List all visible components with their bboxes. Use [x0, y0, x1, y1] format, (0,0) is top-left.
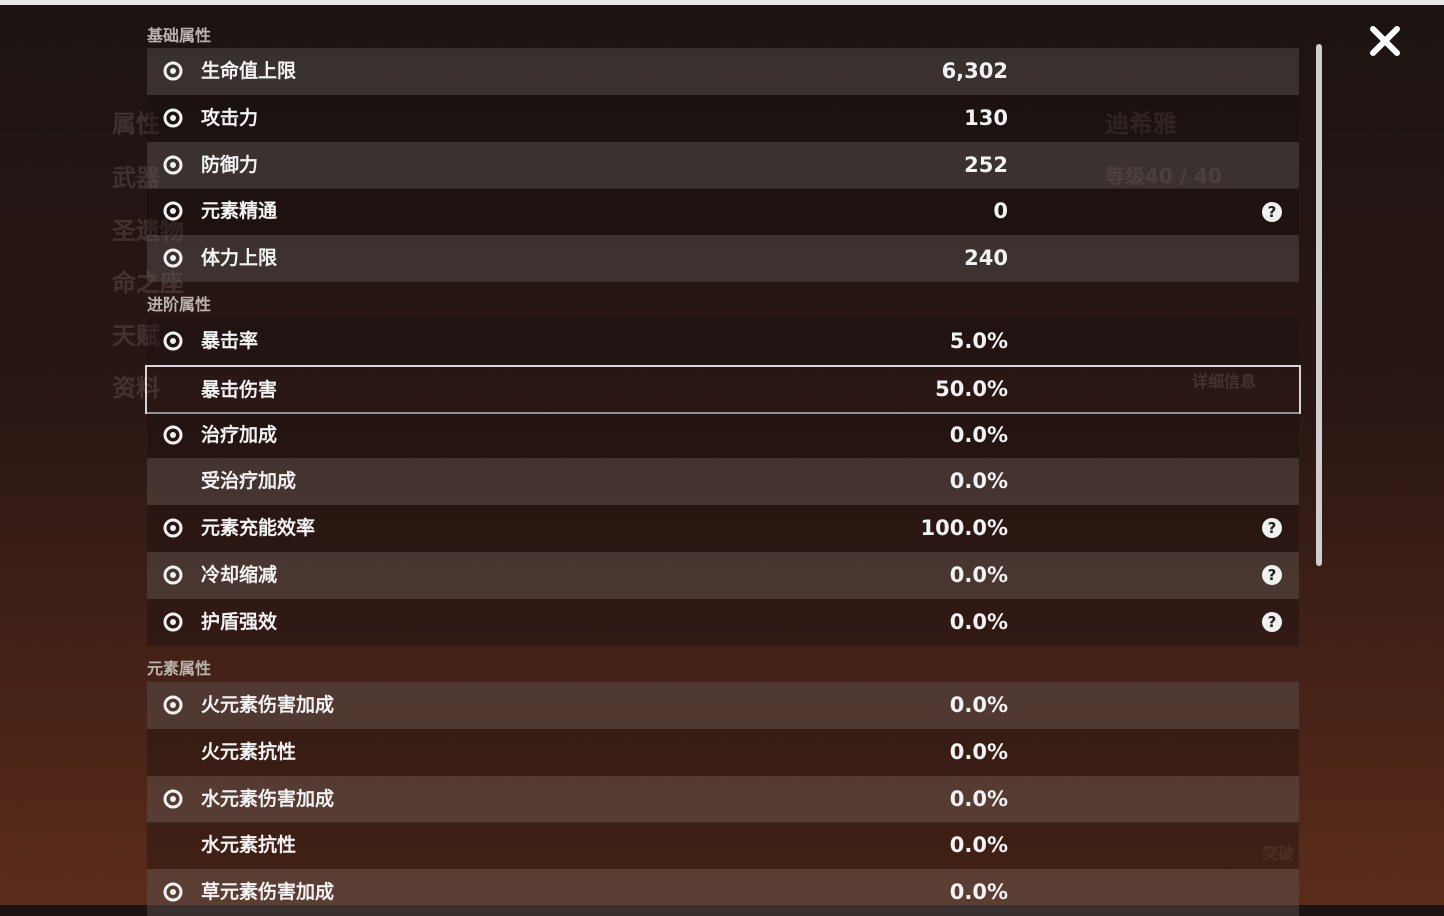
stat-row[interactable]: 火元素抗性 0.0%: [147, 728, 1299, 776]
stat-value: 0: [993, 199, 1008, 224]
stat-row[interactable]: 生命值上限 6,302: [147, 48, 1299, 95]
stat-value: 240: [964, 246, 1008, 271]
close-button[interactable]: [1368, 24, 1402, 58]
section-title: 进阶属性: [147, 295, 212, 314]
stat-icon: [163, 789, 183, 809]
stat-value: 0.0%: [949, 693, 1008, 717]
stat-row[interactable]: 水元素抗性 0.0%: [147, 822, 1299, 870]
menu-item: 命之座: [112, 269, 184, 297]
top-bar: [0, 0, 1444, 5]
stat-label: 草元素伤害加成: [201, 881, 335, 904]
stat-row[interactable]: 护盾强效 0.0%: [147, 598, 1299, 646]
stat-label: 暴击率: [201, 330, 259, 352]
help-icon[interactable]: ?: [1262, 518, 1282, 538]
section-title: 元素属性: [147, 659, 212, 678]
stat-value: 130: [964, 105, 1008, 130]
scrollbar[interactable]: [1316, 44, 1322, 566]
stat-row[interactable]: 攻击力 130: [147, 94, 1299, 142]
stat-icon: [163, 155, 183, 175]
stat-row[interactable]: 冷却缩减 0.0%: [147, 552, 1299, 599]
stat-row[interactable]: 草元素伤害加成 0.0%: [147, 869, 1299, 916]
stat-label: 攻击力: [201, 106, 259, 129]
stat-row[interactable]: 元素精通 0: [147, 188, 1299, 236]
stat-label: 火元素伤害加成: [201, 694, 335, 716]
stat-row[interactable]: 火元素伤害加成 0.0%: [147, 682, 1299, 729]
stat-value: 0.0%: [949, 880, 1008, 905]
stat-value: 0.0%: [949, 563, 1008, 587]
stat-row[interactable]: 防御力 252: [147, 141, 1299, 189]
stat-value: 0.0%: [949, 422, 1008, 447]
stat-row[interactable]: 暴击率 5.0%: [147, 318, 1299, 365]
character-name: 迪希雅: [1105, 110, 1177, 138]
stat-row[interactable]: 暴击伤害 50.0%: [145, 364, 1301, 414]
stat-label: 火元素抗性: [201, 740, 297, 763]
stat-icon: [163, 518, 183, 538]
stat-row[interactable]: 水元素伤害加成 0.0%: [147, 775, 1299, 823]
stat-label: 水元素抗性: [201, 834, 297, 857]
stat-icon: [163, 612, 183, 632]
stat-icon: [163, 201, 183, 221]
menu-item: 属性: [112, 110, 160, 138]
stat-row[interactable]: 体力上限 240: [147, 235, 1299, 283]
stat-row[interactable]: 受治疗加成 0.0%: [147, 458, 1299, 506]
stat-label: 元素精通: [201, 200, 278, 223]
stat-icon: [163, 331, 183, 351]
stat-row[interactable]: 元素充能效率 100.0%: [147, 505, 1299, 553]
details-button: 详细信息: [1192, 372, 1257, 391]
stat-row[interactable]: 治疗加成 0.0%: [147, 411, 1299, 459]
stat-value: 0.0%: [949, 833, 1008, 858]
stat-label: 暴击伤害: [201, 378, 278, 401]
stat-label: 水元素伤害加成: [201, 787, 335, 810]
stat-icon: [163, 565, 183, 585]
stat-value: 0.0%: [949, 786, 1008, 811]
stat-value: 6,302: [941, 59, 1008, 83]
ascend-button: 突破: [1262, 844, 1295, 863]
help-icon[interactable]: ?: [1262, 612, 1282, 632]
stat-icon: [163, 695, 183, 715]
stat-value: 0.0%: [949, 609, 1008, 634]
menu-item: 资料: [112, 374, 160, 402]
stat-icon: [163, 425, 183, 445]
stat-value: 100.0%: [920, 516, 1008, 541]
menu-item: 天赋: [112, 322, 160, 350]
stat-icon: [163, 882, 183, 902]
help-icon[interactable]: ?: [1262, 202, 1282, 222]
help-icon[interactable]: ?: [1262, 565, 1282, 585]
stat-value: 252: [964, 152, 1008, 177]
stat-icon: [163, 61, 183, 81]
stat-label: 体力上限: [201, 247, 278, 270]
stat-label: 受治疗加成: [201, 470, 297, 493]
stat-label: 治疗加成: [201, 423, 278, 446]
stat-value: 5.0%: [949, 329, 1008, 353]
stat-icon: [163, 248, 183, 268]
stat-label: 防御力: [201, 153, 259, 176]
menu-item: 武器: [112, 164, 160, 192]
stat-label: 元素充能效率: [201, 517, 316, 540]
stat-label: 生命值上限: [201, 60, 297, 82]
section-title: 基础属性: [147, 26, 212, 45]
stat-value: 0.0%: [949, 739, 1008, 764]
character-level: 等级40 / 40: [1105, 164, 1222, 188]
stat-value: 0.0%: [949, 469, 1008, 494]
stat-label: 冷却缩减: [201, 564, 278, 586]
menu-item: 圣遗物: [112, 217, 184, 245]
stat-label: 护盾强效: [201, 610, 278, 633]
stat-value: 50.0%: [935, 376, 1008, 401]
stat-icon: [163, 108, 183, 128]
